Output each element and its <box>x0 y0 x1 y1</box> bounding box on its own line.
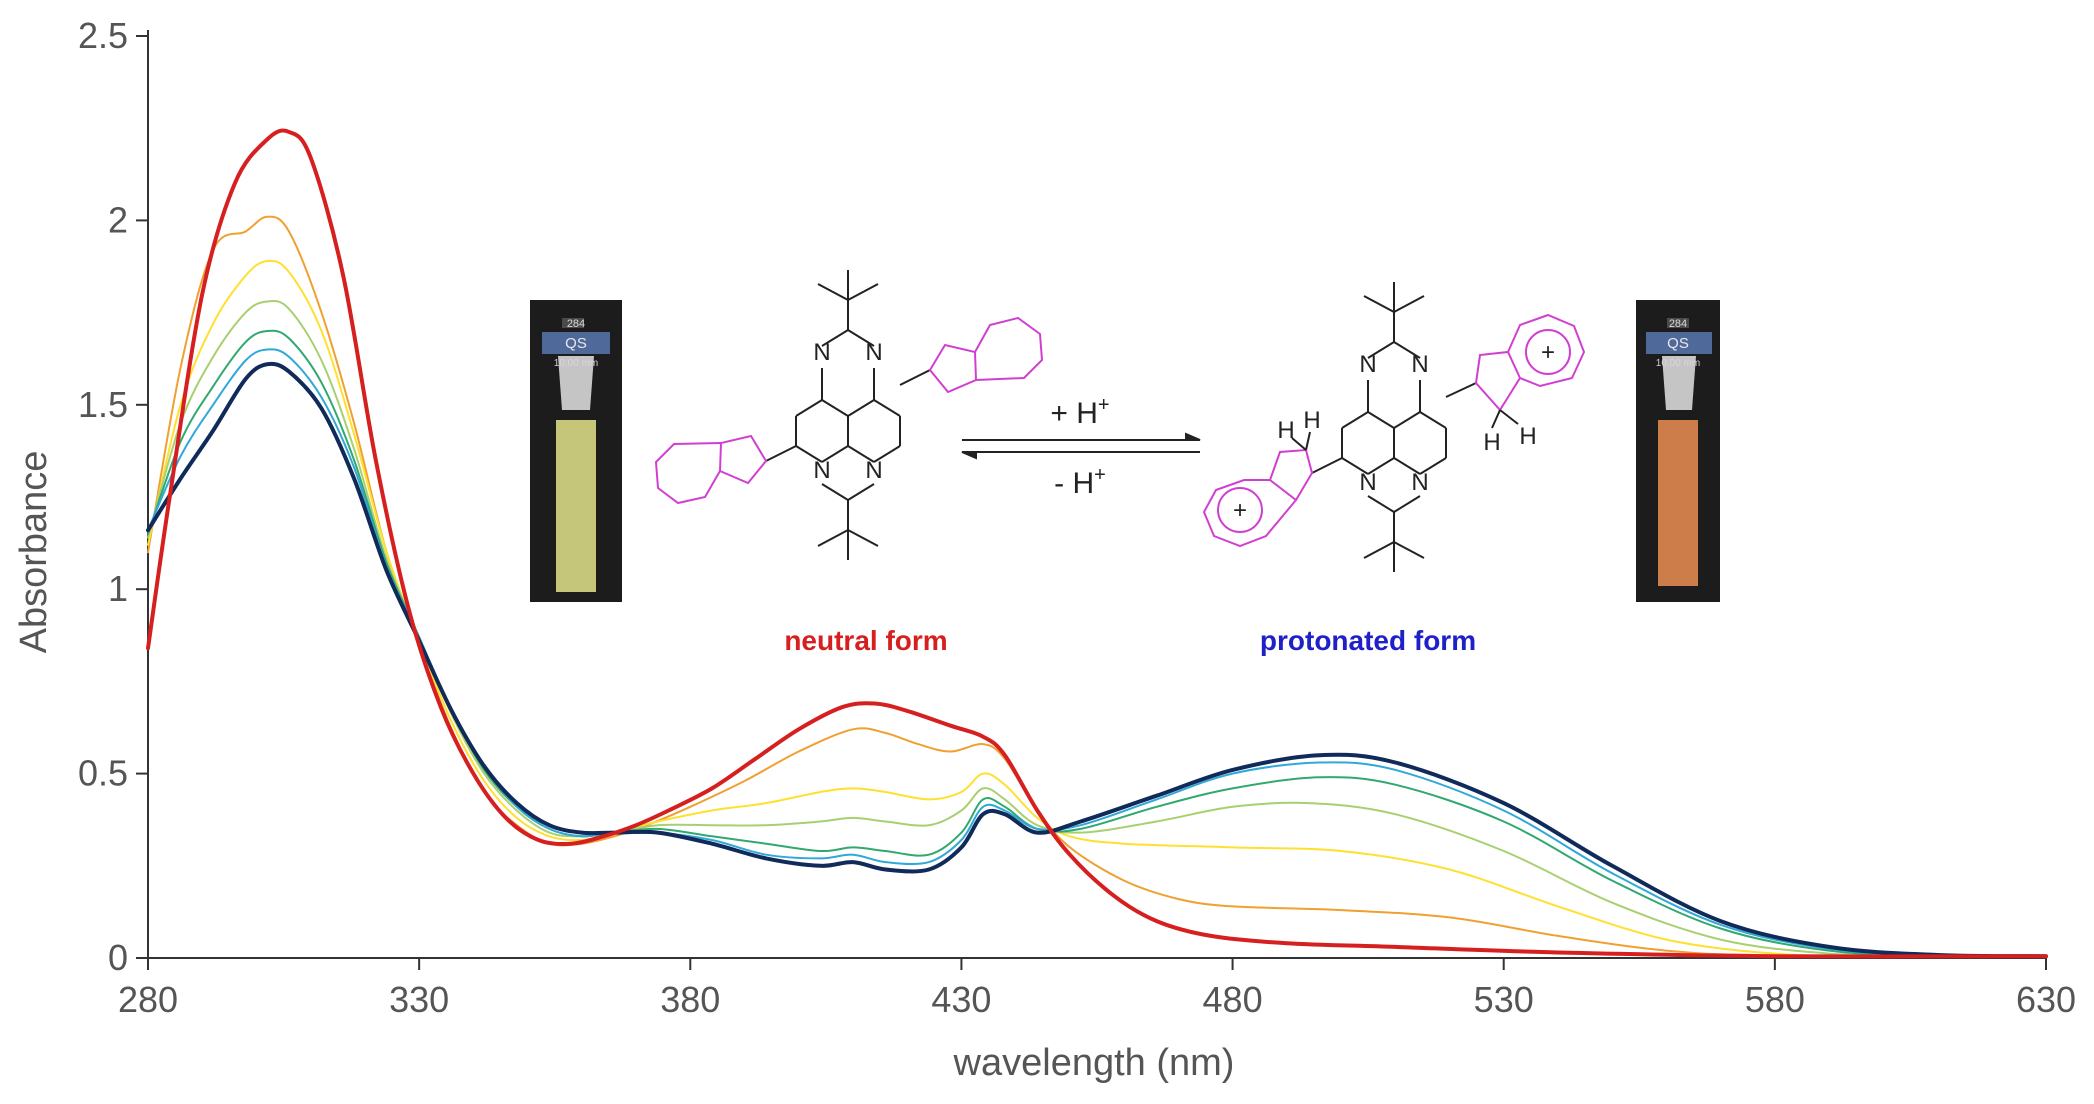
y-tick-label: 0.5 <box>78 753 128 794</box>
svg-text:H: H <box>1483 429 1500 456</box>
protonated-form-label: protonated form <box>1260 625 1476 656</box>
neutral-form-label: neutral form <box>784 625 947 656</box>
x-tick-label: 530 <box>1474 979 1534 1020</box>
y-tick-label: 1.5 <box>78 384 128 425</box>
neutral-structure <box>654 270 1044 560</box>
x-tick-label: 430 <box>931 979 991 1020</box>
y-tick-label: 2.5 <box>78 15 128 56</box>
svg-text:N: N <box>813 457 830 484</box>
svg-text:N: N <box>1411 351 1428 378</box>
forward-arrow-label: + H+ <box>1050 394 1109 430</box>
svg-text:QS: QS <box>565 335 587 352</box>
protonated-structure-atoms: N N N N H H H H + + <box>1233 339 1555 524</box>
spectrum-line-5 <box>147 329 2047 958</box>
svg-text:H: H <box>1519 423 1536 450</box>
protonated-structure <box>1202 282 1586 572</box>
cuvette-solution-protonated <box>1658 420 1698 586</box>
y-tick-label: 0 <box>108 937 128 978</box>
spectra-series <box>146 128 2048 959</box>
spectrum-line-7 <box>146 361 2048 959</box>
x-axis-title: wavelength (nm) <box>953 1042 1235 1084</box>
y-tick-label: 2 <box>108 199 128 240</box>
svg-text:284: 284 <box>567 318 585 330</box>
spectrum-line-4 <box>147 299 2047 958</box>
svg-text:H: H <box>1277 417 1294 444</box>
spectrum-line-1 <box>146 128 2048 959</box>
x-tick-label: 330 <box>389 979 449 1020</box>
svg-text:N: N <box>865 457 882 484</box>
x-tick-label: 630 <box>2016 979 2076 1020</box>
spectrum-line-3 <box>147 259 2047 958</box>
svg-text:H: H <box>1303 407 1320 434</box>
x-tick-label: 380 <box>660 979 720 1020</box>
svg-text:QS: QS <box>1667 335 1689 352</box>
neutral-structure-atoms: N N N N <box>813 339 882 484</box>
cuvette-photo-neutral: 284 QS 10.00 mm <box>530 300 622 602</box>
svg-text:N: N <box>1359 469 1376 496</box>
svg-text:284: 284 <box>1669 318 1687 330</box>
spectrum-line-6 <box>147 348 2047 958</box>
svg-text:N: N <box>1359 351 1376 378</box>
axes: 280 330 380 430 480 530 580 630 0 0.5 1 1.5 2 2.5 <box>78 15 2076 1020</box>
cuvette-solution-neutral <box>556 420 596 592</box>
cuvette-photo-protonated: 284 QS 10.00 mm <box>1636 300 1720 602</box>
y-axis-title: Absorbance <box>13 451 55 654</box>
svg-text:N: N <box>1411 469 1428 496</box>
svg-text:N: N <box>813 339 830 366</box>
x-tick-label: 280 <box>118 979 178 1020</box>
svg-text:N: N <box>865 339 882 366</box>
svg-text:+: + <box>1233 497 1247 524</box>
reverse-arrow-label: - H+ <box>1054 464 1106 500</box>
x-tick-label: 480 <box>1203 979 1263 1020</box>
y-tick-label: 1 <box>108 568 128 609</box>
x-tick-label: 580 <box>1745 979 1805 1020</box>
spectrum-line-2 <box>147 215 2047 958</box>
equilibrium-arrows <box>961 432 1201 460</box>
svg-text:+: + <box>1541 339 1555 366</box>
